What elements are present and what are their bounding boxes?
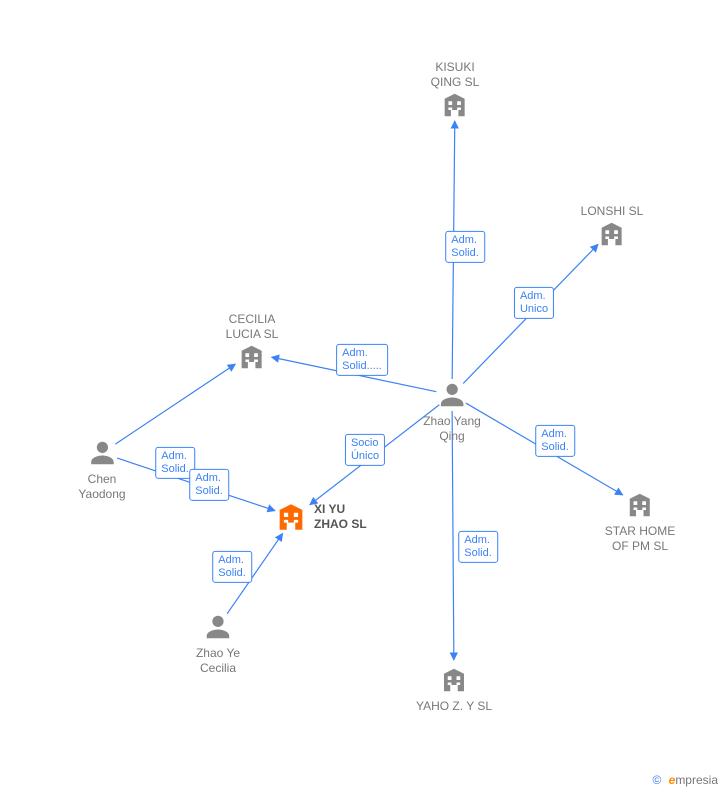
person-icon: [437, 380, 467, 410]
node-label: Zhao Yang Qing: [423, 414, 481, 444]
company-node[interactable]: KISUKI QING SL: [431, 56, 480, 120]
node-label: Zhao Ye Cecilia: [196, 646, 240, 676]
building-icon: [625, 490, 655, 520]
network-diagram: Adm. Solid. Adm. Unico Adm. Solid..... Soci…: [0, 0, 728, 795]
building-icon: [237, 342, 267, 372]
edges-layer: [0, 0, 728, 795]
building-icon: [597, 219, 627, 249]
node-label: LONSHI SL: [581, 204, 644, 219]
company-node[interactable]: XI YU ZHAO SL: [274, 500, 367, 534]
node-label: CECILIA LUCIA SL: [226, 312, 279, 342]
person-node[interactable]: Chen Yaodong: [78, 438, 125, 502]
company-node[interactable]: STAR HOME OF PM SL: [605, 490, 675, 554]
watermark: © empresia: [652, 773, 718, 787]
edge-label: Adm. Solid.: [458, 531, 498, 563]
node-label: XI YU ZHAO SL: [314, 502, 367, 532]
person-icon: [87, 438, 117, 468]
company-node[interactable]: YAHO Z. Y SL: [416, 665, 492, 714]
edge-label: Adm. Solid.: [535, 425, 575, 457]
edge: [115, 364, 235, 444]
company-node[interactable]: CECILIA LUCIA SL: [226, 308, 279, 372]
edge-label: Adm. Solid.: [189, 469, 229, 501]
node-label: KISUKI QING SL: [431, 60, 480, 90]
watermark-text: mpresia: [675, 773, 718, 787]
building-icon: [274, 500, 308, 534]
node-label: YAHO Z. Y SL: [416, 699, 492, 714]
edge-label: Socio Único: [345, 434, 385, 466]
copyright-symbol: ©: [652, 773, 661, 787]
person-node[interactable]: Zhao Yang Qing: [423, 380, 481, 444]
edge: [452, 411, 454, 660]
edge-label: Adm. Unico: [514, 287, 554, 319]
node-label: Chen Yaodong: [78, 472, 125, 502]
edge-label: Adm. Solid.: [445, 231, 485, 263]
building-icon: [439, 665, 469, 695]
company-node[interactable]: LONSHI SL: [581, 200, 644, 249]
node-label: STAR HOME OF PM SL: [605, 524, 675, 554]
edge-label: Adm. Solid.: [212, 551, 252, 583]
edge-label: Adm. Solid.....: [336, 344, 388, 376]
person-icon: [203, 612, 233, 642]
person-node[interactable]: Zhao Ye Cecilia: [196, 612, 240, 676]
building-icon: [440, 90, 470, 120]
